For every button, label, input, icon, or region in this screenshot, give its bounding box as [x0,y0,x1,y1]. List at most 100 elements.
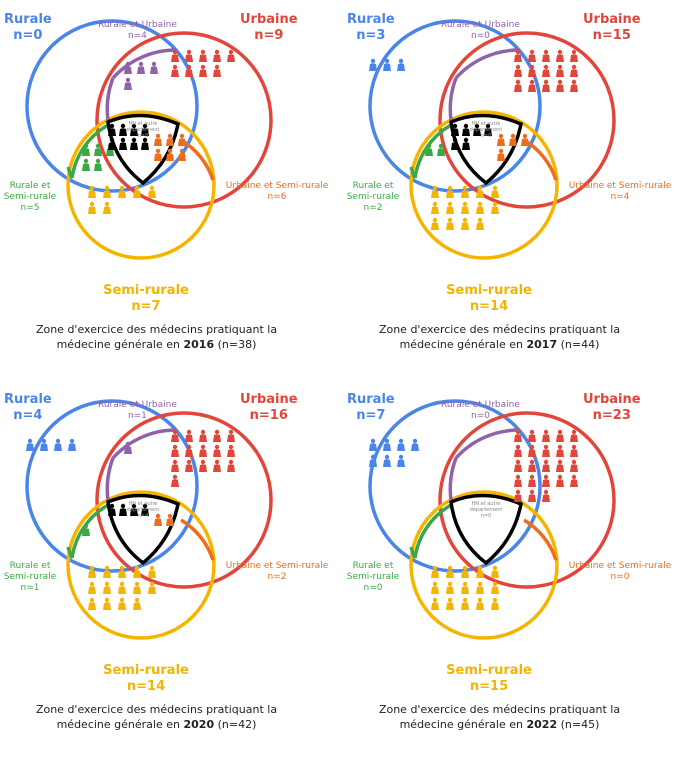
urbaine-label: Urbaine n=15 [583,12,641,43]
person-icon [141,503,149,516]
person-icon [461,597,469,610]
caption: Zone d'exercice des médecins pratiquant … [35,703,278,731]
center-region-label: HN et autre département n=6 [469,121,503,139]
person-icon [446,185,454,198]
rurale-urbaine-arc-2 [105,457,115,501]
person-icon [199,64,207,77]
venn-diagram [368,19,616,260]
person-icon [451,123,459,136]
person-icon [476,217,484,230]
person-icon [133,565,141,578]
urbaine-semi-label: Urbaine et Semi-rurale n=2 [225,561,329,582]
person-icon [54,438,62,451]
semi-rurale-label: Semi-rurale n=7 [103,283,189,314]
person-icon [185,429,193,442]
rurale-urbaine-arc-2 [105,77,115,121]
person-icon [118,565,126,578]
person-icon [369,438,377,451]
person-icon [431,217,439,230]
semi-rurale-label: Semi-rurale n=14 [103,663,189,694]
urbaine-circle [95,411,273,589]
urbaine-circle [438,31,616,209]
person-icon [528,429,536,442]
person-icon [570,49,578,62]
person-icon [185,459,193,472]
person-icon [556,429,564,442]
urbaine-circle [95,31,273,209]
rural-circle [368,399,542,573]
person-icon [451,137,459,150]
person-icon [383,454,391,467]
person-icon [514,489,522,502]
rurale-urbaine-arc [111,48,177,80]
venn-diagram [25,399,273,640]
person-icon [227,429,235,442]
center-region-label: HN et autre département n=0 [469,501,503,519]
person-icon [82,143,90,156]
person-icon [397,454,405,467]
person-icon [437,143,445,156]
person-icon [542,429,550,442]
person-icon [514,474,522,487]
person-icon [397,58,405,71]
person-icon [528,49,536,62]
person-icon [514,49,522,62]
person-icon [124,77,132,90]
venn-panel-2022: Rurale n=7 Urbaine n=23 Rurale et Urbaine n… [343,380,686,760]
person-icon [124,441,132,454]
person-icon [148,565,156,578]
person-icon [446,581,454,594]
person-icon [119,123,127,136]
person-icon [124,61,132,74]
person-icon [137,61,145,74]
rurale-urbaine-label: Rurale et Urbaine n=1 [98,400,177,421]
person-icon [178,148,186,161]
person-icon [103,597,111,610]
center-region-outline [449,493,523,566]
person-icon [556,49,564,62]
person-icon [476,597,484,610]
semi-rurale-circle [409,110,559,260]
rurale-urbaine-label: Rurale et Urbaine n=0 [441,400,520,421]
person-icon [383,438,391,451]
center-region-outline [106,113,180,186]
person-icon [88,581,96,594]
person-icon [154,133,162,146]
person-icon [491,581,499,594]
person-icon [213,49,221,62]
person-icon [88,201,96,214]
center-region-label: HN et autre département n=4 [126,501,160,519]
person-icon [556,444,564,457]
person-icon [462,137,470,150]
person-icon [542,489,550,502]
person-icon [26,438,34,451]
person-icon [542,474,550,487]
rurale-semi-arc-2 [409,546,417,559]
person-icon [130,123,138,136]
center-region-label: HN et autre département n=8 [126,121,160,139]
person-icon [68,438,76,451]
person-icon [476,581,484,594]
rurale-urbaine-arc [454,428,520,460]
person-icon [446,201,454,214]
person-icon [484,123,492,136]
center-region-outline [106,493,180,566]
person-icon [108,137,116,150]
person-icon [213,459,221,472]
person-icon [130,503,138,516]
person-icon [570,474,578,487]
person-icon [446,597,454,610]
person-icon [199,444,207,457]
person-icon [130,137,138,150]
venn-diagram [368,399,616,640]
person-icon [462,123,470,136]
person-icon [154,148,162,161]
person-icon [528,444,536,457]
person-icon [185,444,193,457]
person-icon [570,64,578,77]
person-icon [166,513,174,526]
semi-rurale-circle [409,490,559,640]
person-icon [461,581,469,594]
urbaine-semi-label: Urbaine et Semi-rurale n=0 [568,561,672,582]
rurale-semi-arc [413,503,452,559]
